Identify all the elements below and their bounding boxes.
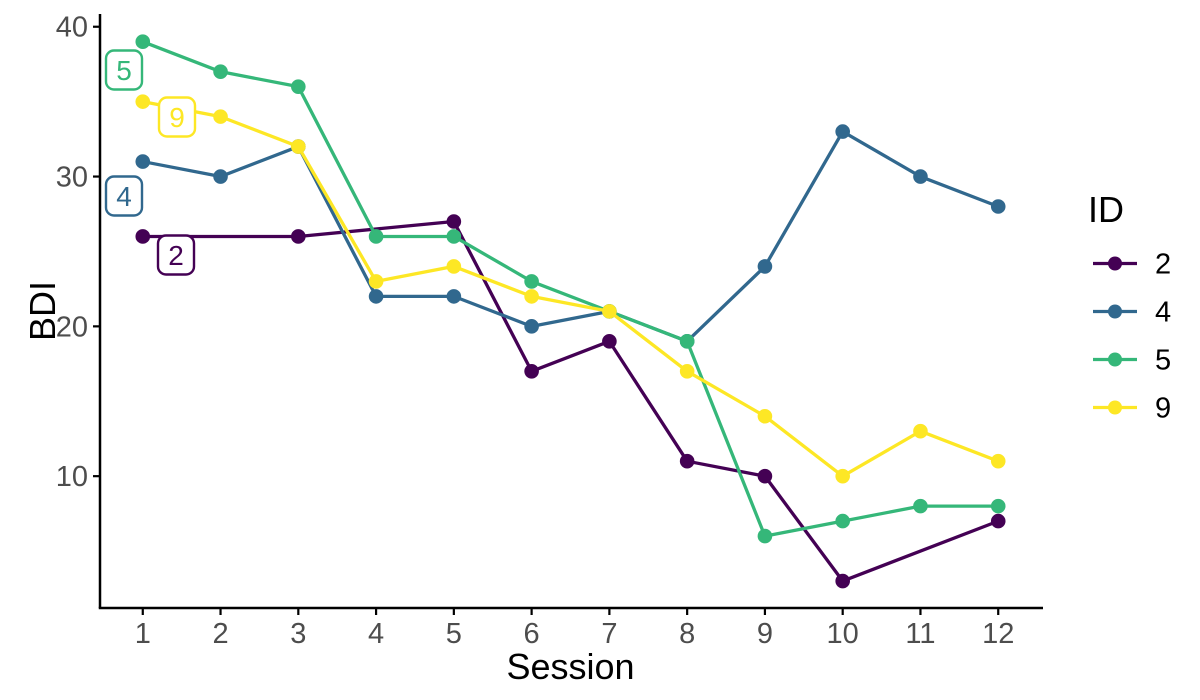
y-tick-label: 10 [56, 461, 88, 493]
series-5-point [213, 64, 228, 79]
series-5-point [135, 34, 151, 50]
legend-label: 5 [1155, 345, 1171, 377]
series-2-point [990, 513, 1006, 529]
y-axis-title: BDI [22, 281, 63, 341]
y-tick-label: 30 [56, 162, 88, 194]
series-2-label-box: 2 [156, 234, 196, 276]
label-box-outline [157, 96, 197, 138]
series-9 [135, 94, 1006, 484]
label-box-text: 5 [116, 55, 132, 86]
series-4-point [757, 259, 773, 274]
series-9-point [135, 94, 151, 109]
series-4-point [368, 289, 384, 304]
series-5-point [757, 528, 773, 544]
series-9-point [524, 289, 539, 304]
series-2-point [835, 573, 850, 589]
x-tick-label: 9 [757, 618, 773, 650]
series-5-point [679, 334, 695, 349]
x-axis-title: Session [506, 646, 634, 687]
y-tick-label: 40 [56, 12, 88, 44]
legend-item-2: 2 [1093, 249, 1171, 281]
series-2-point [602, 334, 617, 349]
x-tick-label: 11 [905, 618, 935, 650]
series-9-point [213, 109, 228, 124]
series-4-point [990, 199, 1006, 214]
series-9-point [446, 259, 462, 274]
legend-title: ID [1088, 189, 1124, 230]
series-2-point [524, 363, 539, 379]
legend-label: 2 [1155, 249, 1171, 281]
series-9-point [835, 468, 850, 484]
x-tick-label: 6 [524, 618, 540, 650]
x-tick-label: 8 [679, 618, 695, 650]
series-4-point [135, 154, 151, 169]
y-tick-label: 20 [56, 311, 88, 343]
series-2-point [291, 229, 306, 244]
series-9-point [679, 363, 695, 379]
series-5-point [368, 229, 384, 244]
series-4-point [446, 289, 462, 304]
series-5-point [524, 274, 539, 289]
series-9-point [990, 453, 1006, 469]
series-5-label-box: 5 [104, 49, 144, 91]
series-9-point [757, 408, 773, 424]
series-9-point [602, 304, 617, 319]
series-5-point [291, 79, 306, 94]
x-tick-label: 5 [446, 618, 462, 650]
label-box-outline [156, 234, 196, 276]
series-9-point [368, 274, 384, 289]
series-4-point [213, 169, 228, 184]
series-2-point [446, 214, 462, 229]
series-2-line [142, 219, 999, 583]
series-2-point [757, 468, 773, 484]
legend-dot [1108, 352, 1122, 367]
series-2-point [679, 453, 695, 469]
label-box-outline [104, 175, 144, 217]
label-box-text: 9 [169, 102, 185, 133]
series-2 [135, 214, 1006, 589]
series-5-point [990, 498, 1006, 514]
series-5-point [835, 513, 850, 529]
series-9-point [291, 139, 306, 154]
legend-item-9: 9 [1093, 393, 1171, 425]
label-box-outline [104, 49, 144, 91]
series-4-label-box: 4 [104, 175, 144, 217]
series-2-point [135, 229, 151, 244]
series-4-point [913, 169, 928, 184]
x-tick-label: 4 [368, 618, 384, 650]
legend-item-5: 5 [1093, 345, 1171, 377]
x-tick-label: 3 [290, 618, 306, 650]
series-4-line [142, 129, 999, 343]
legend-label: 9 [1155, 393, 1171, 425]
series-5-point [446, 229, 462, 244]
legend-item-4: 4 [1093, 297, 1171, 329]
legend-dot [1108, 256, 1122, 271]
series-4 [135, 124, 1006, 349]
series-5-point [913, 498, 928, 514]
x-tick-label: 12 [982, 618, 1014, 650]
series-9-point [913, 423, 928, 439]
label-box-text: 2 [168, 240, 184, 271]
series-9-label-box: 9 [157, 96, 197, 138]
x-tick-label: 2 [212, 618, 228, 650]
legend-dot [1108, 304, 1122, 319]
series-5 [135, 34, 1006, 544]
x-tick-label: 7 [601, 618, 617, 650]
label-box-text: 4 [116, 181, 132, 212]
legend-dot [1108, 400, 1122, 415]
series-4-point [835, 124, 850, 139]
series-9-line [142, 100, 999, 478]
legend-label: 4 [1155, 297, 1171, 329]
series-5-line [142, 40, 999, 538]
x-tick-label: 1 [135, 618, 151, 650]
x-tick-label: 10 [827, 618, 859, 650]
series-4-point [524, 319, 539, 334]
